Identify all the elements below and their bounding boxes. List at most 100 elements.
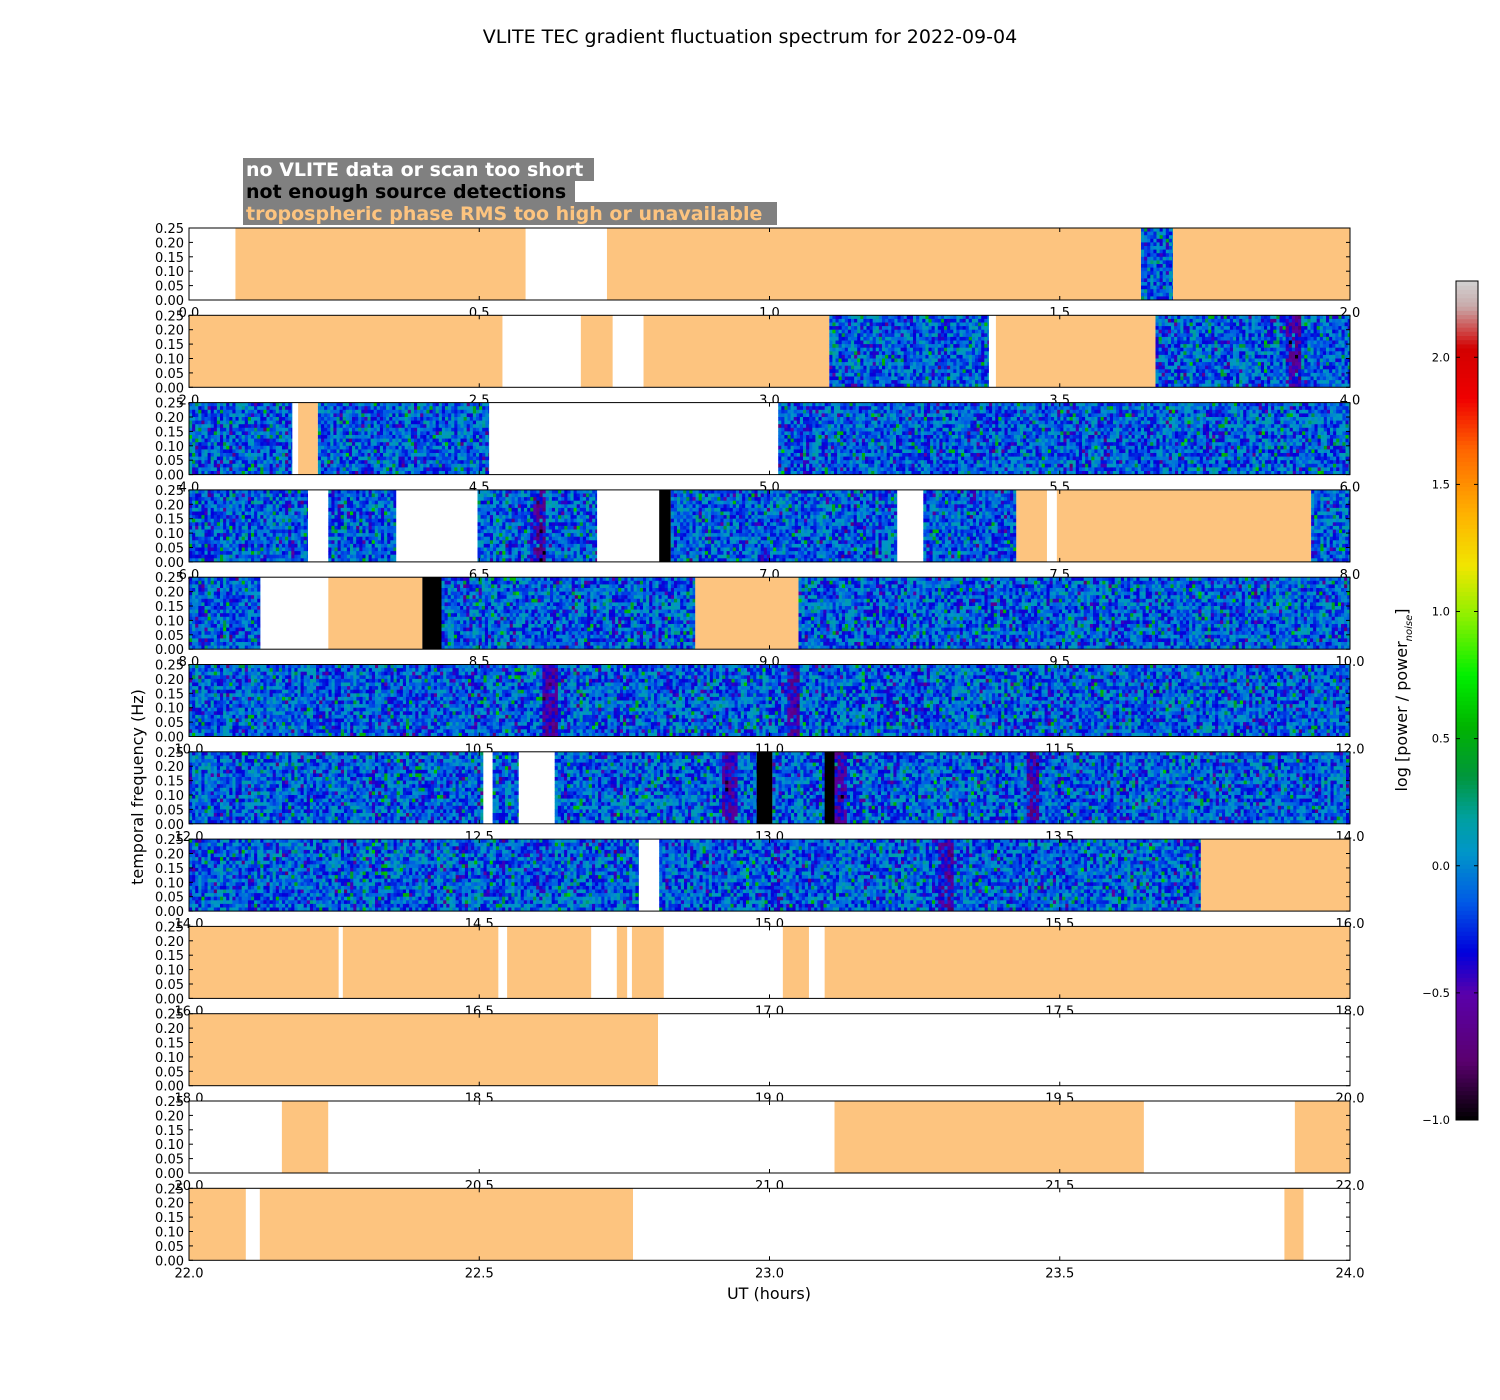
y-tick-label: 0.00	[155, 731, 184, 746]
spectrum-data	[317, 402, 492, 475]
flag-tropo	[643, 315, 830, 388]
spectrum-data	[492, 751, 521, 824]
flag-tropo	[189, 1188, 246, 1261]
spectrum-data	[923, 489, 1017, 562]
y-tick-label: 0.05	[155, 1240, 184, 1255]
flag-tropo	[281, 1101, 329, 1173]
y-tick-label: 0.05	[155, 367, 184, 382]
y-tick-label: 0.10	[155, 265, 184, 280]
flag-tropo	[189, 315, 503, 388]
colorbar-tick-label: 2.0	[1432, 350, 1450, 364]
y-tick-label: 0.25	[155, 1182, 184, 1197]
colorbar-tick-label: 0.5	[1432, 732, 1450, 746]
flag-nodata	[260, 577, 329, 650]
flag-nodata	[658, 1013, 1350, 1086]
y-tick-label: 0.00	[155, 556, 184, 571]
y-tick-label: 0.20	[155, 324, 184, 339]
spectrum-data	[189, 577, 264, 650]
spectrum-data	[189, 489, 311, 562]
flag-nodata	[591, 926, 617, 999]
y-tick-label: 0.20	[155, 586, 184, 601]
y-tick-label: 0.00	[155, 1080, 184, 1095]
y-tick-label: 0.25	[155, 309, 184, 324]
y-tick-label: 0.15	[155, 687, 184, 702]
x-axis-label: UT (hours)	[727, 1284, 811, 1303]
spectrum-data	[670, 489, 901, 562]
panel-8-10: 0.000.050.100.150.200.258.0 8.5 9.0 9.5 10.0	[155, 571, 1364, 670]
spectrum-data	[1311, 489, 1350, 562]
flag-tropo	[298, 402, 318, 475]
spectrum-data	[1155, 315, 1350, 388]
spectrum-data	[441, 577, 697, 650]
y-tick-label: 0.10	[155, 964, 184, 979]
flag-nodata	[1303, 1188, 1350, 1261]
y-tick-label: 0.15	[155, 1124, 184, 1139]
y-tick-label: 0.20	[155, 236, 184, 251]
panel-22-24: 0.000.050.100.150.200.25 22.0 22.5 23.0 23.5…	[155, 1182, 1364, 1281]
spectrum-data	[1141, 228, 1176, 300]
y-tick-label: 0.10	[155, 614, 184, 629]
spectrum-data	[554, 751, 760, 824]
x-tick-label: 24.0	[1336, 1266, 1365, 1281]
spectrum-data	[659, 839, 1203, 912]
legend-label-tropo: tropospheric phase RMS too high or unava…	[246, 203, 762, 225]
legend-box-nodet	[243, 180, 575, 203]
y-tick-label: 0.15	[155, 862, 184, 877]
flag-tropo	[782, 926, 809, 999]
y-tick-label: 0.20	[155, 1022, 184, 1037]
y-tick-label: 0.05	[155, 978, 184, 993]
flag-nodata	[396, 489, 478, 562]
y-tick-label: 0.05	[155, 629, 184, 644]
y-tick-label: 0.25	[155, 222, 184, 237]
flag-nodata	[189, 228, 236, 300]
flag-tropo	[834, 1101, 1144, 1173]
x-tick-label: 23.0	[755, 1266, 784, 1281]
spectrum-data	[189, 664, 1350, 737]
flag-nodet	[659, 489, 671, 562]
colorbar-tick-label: 1.0	[1432, 605, 1450, 619]
y-tick-label: 0.25	[155, 571, 184, 586]
flag-nodata	[633, 1188, 1285, 1261]
flag-nodata	[1143, 1101, 1295, 1173]
y-tick-label: 0.15	[155, 1211, 184, 1226]
x-tick-label: 22.0	[175, 1266, 204, 1281]
flag-tropo	[606, 228, 1142, 300]
chart-title: VLITE TEC gradient fluctuation spectrum …	[483, 26, 1017, 48]
y-tick-label: 0.25	[155, 746, 184, 761]
y-tick-label: 0.25	[155, 659, 184, 674]
y-tick-label: 0.00	[155, 381, 184, 396]
y-tick-label: 0.00	[155, 643, 184, 658]
colorbar-tick-label: −1.0	[1422, 1113, 1450, 1127]
y-tick-label: 0.15	[155, 600, 184, 615]
y-tick-label: 0.15	[155, 775, 184, 790]
y-tick-label: 0.10	[155, 876, 184, 891]
y-tick-label: 0.10	[155, 789, 184, 804]
flag-nodata	[483, 751, 493, 824]
y-tick-label: 0.15	[155, 425, 184, 440]
flag-nodata	[638, 839, 660, 912]
y-tick-label: 0.00	[155, 1167, 184, 1182]
y-tick-label: 0.10	[155, 440, 184, 455]
spectrum-data	[328, 489, 397, 562]
flag-nodata	[627, 926, 632, 999]
flag-tropo	[259, 1188, 634, 1261]
panel-6-8: 0.000.050.100.150.200.256.0 6.5 7.0 7.5 8.0	[155, 484, 1360, 583]
flag-tropo	[995, 315, 1156, 388]
flag-tropo	[507, 926, 592, 999]
flag-tropo	[328, 577, 423, 650]
y-tick-label: 0.15	[155, 949, 184, 964]
spectrum-data	[477, 489, 599, 562]
colorbar-label: log [power / powernoise]	[1392, 608, 1415, 791]
y-tick-label: 0.25	[155, 1008, 184, 1023]
colorbar: −1.0 −0.5 0.0 0.5 1.0 1.5 2.0 log [power / powe…	[1392, 280, 1479, 1127]
flag-nodata	[328, 1101, 835, 1173]
flag-tropo	[1284, 1188, 1304, 1261]
y-tick-label: 0.00	[155, 992, 184, 1007]
